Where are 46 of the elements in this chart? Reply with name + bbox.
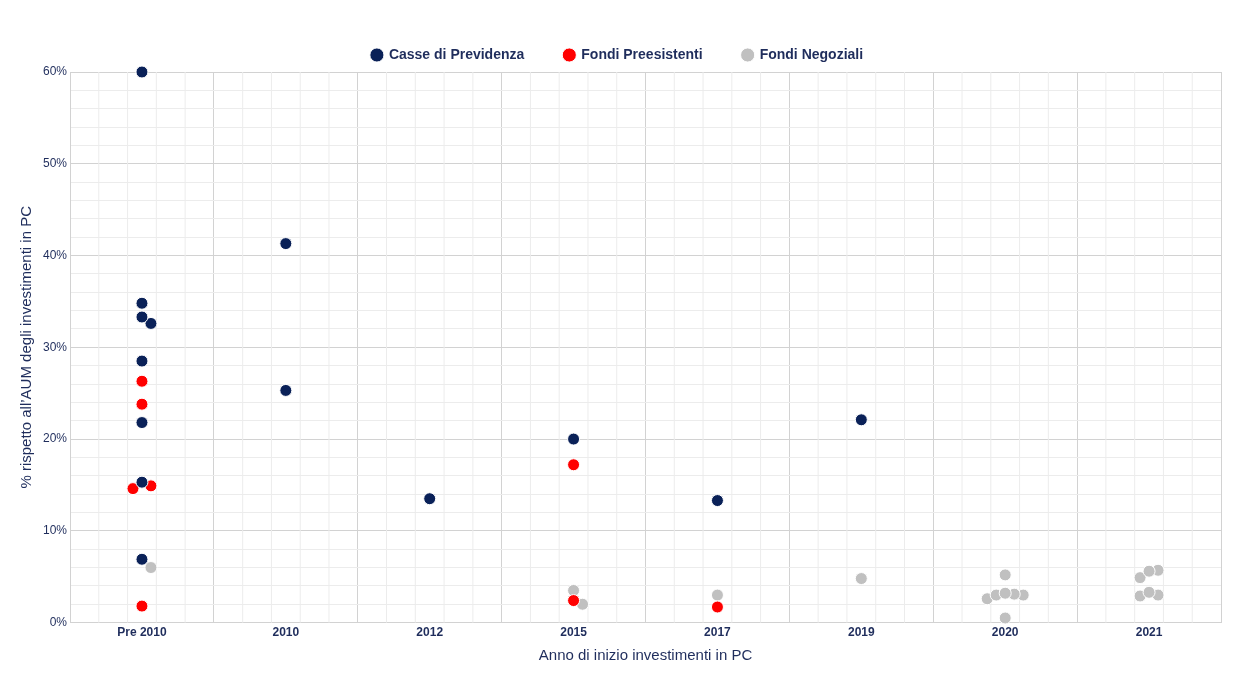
x-tick-label: 2019	[847, 625, 875, 640]
point	[567, 432, 581, 446]
point	[135, 397, 149, 411]
y-axis-title: % rispetto all’AUM degli investimenti in PC	[17, 205, 35, 489]
point	[135, 354, 149, 368]
y-tick-label: 10%	[42, 523, 68, 538]
point	[135, 310, 149, 324]
point	[135, 65, 149, 79]
x-tick-label: 2010	[272, 625, 300, 640]
x-tick-label: 2021	[1135, 625, 1163, 640]
point	[710, 494, 724, 508]
point	[567, 458, 581, 472]
x-tick-label: 2020	[991, 625, 1019, 640]
point	[854, 572, 868, 586]
point	[423, 492, 437, 506]
legend-label: Fondi Negoziali	[759, 45, 864, 62]
point	[279, 383, 293, 397]
x-axis-title: Anno di inizio investimenti in PC	[538, 646, 753, 664]
point	[135, 552, 149, 566]
point	[567, 594, 581, 608]
point	[710, 588, 724, 602]
point	[135, 475, 149, 489]
point	[135, 374, 149, 388]
point	[135, 296, 149, 310]
point	[998, 586, 1012, 600]
point	[279, 237, 293, 251]
x-tick-label: 2017	[704, 625, 732, 640]
y-tick-label: 40%	[42, 247, 68, 262]
x-tick-label: 2015	[560, 625, 588, 640]
y-tick-label: 20%	[42, 431, 68, 446]
point	[854, 413, 868, 427]
legend-label: Fondi Preesistenti	[581, 45, 703, 62]
point	[998, 611, 1012, 625]
y-tick-label: 60%	[42, 64, 68, 79]
point	[135, 599, 149, 613]
point	[1142, 585, 1156, 599]
legend-label: Casse di Previdenza	[388, 45, 525, 62]
y-tick-label: 50%	[42, 156, 68, 171]
x-tick-label: Pre 2010	[117, 625, 167, 640]
point	[710, 600, 724, 614]
point	[998, 568, 1012, 582]
y-tick-label: 0%	[49, 614, 68, 629]
y-tick-label: 30%	[42, 339, 68, 354]
x-tick-label: 2012	[416, 625, 444, 640]
point	[1142, 564, 1156, 578]
point	[135, 416, 149, 430]
